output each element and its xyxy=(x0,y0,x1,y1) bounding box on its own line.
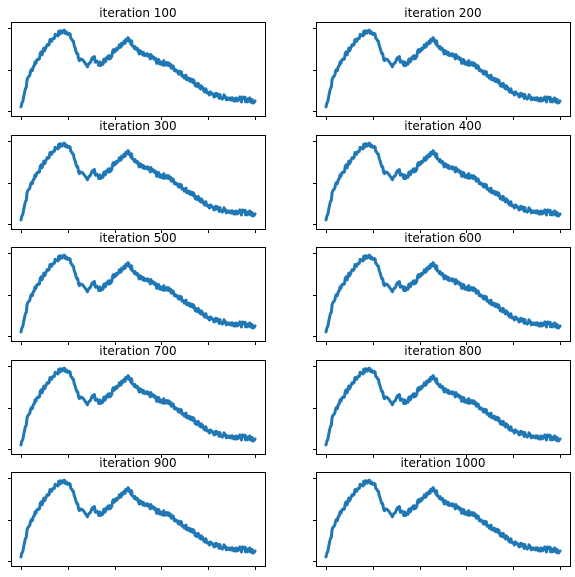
panel: iteration 600 xyxy=(313,231,571,345)
panel-title: iteration 100 xyxy=(99,6,176,20)
series-line xyxy=(324,478,562,559)
panel: iteration 200 xyxy=(313,6,571,120)
axes-frame xyxy=(11,135,266,230)
panel-title: iteration 400 xyxy=(404,119,481,133)
series-line xyxy=(19,141,257,222)
panel: iteration 800 xyxy=(313,344,571,458)
panel: iteration 400 xyxy=(313,119,571,233)
axes-frame xyxy=(316,247,571,342)
axes-frame xyxy=(316,360,571,455)
series-line xyxy=(324,366,562,447)
panel-title: iteration 900 xyxy=(99,456,176,470)
panel-title: iteration 300 xyxy=(99,119,176,133)
panel-title: iteration 700 xyxy=(99,344,176,358)
panel: iteration 1000 xyxy=(313,456,571,570)
axes-frame xyxy=(11,360,266,455)
panel-title: iteration 200 xyxy=(404,6,481,20)
series-line xyxy=(324,253,562,334)
panel: iteration 100 xyxy=(8,6,266,120)
series-line xyxy=(19,253,257,334)
series-line xyxy=(324,28,562,109)
axes-frame xyxy=(316,135,571,230)
axes-frame xyxy=(316,472,571,567)
axes-frame xyxy=(11,247,266,342)
series-line xyxy=(19,28,257,109)
panel: iteration 300 xyxy=(8,119,266,233)
series-line xyxy=(19,478,257,559)
panel-title: iteration 600 xyxy=(404,231,481,245)
panel: iteration 900 xyxy=(8,456,266,570)
axes-frame xyxy=(316,22,571,117)
panel: iteration 500 xyxy=(8,231,266,345)
series-line xyxy=(324,141,562,222)
panel: iteration 700 xyxy=(8,344,266,458)
series-line xyxy=(19,366,257,447)
panel-title: iteration 500 xyxy=(99,231,176,245)
axes-frame xyxy=(11,22,266,117)
axes-frame xyxy=(11,472,266,567)
panel-title: iteration 800 xyxy=(404,344,481,358)
panel-title: iteration 1000 xyxy=(400,456,485,470)
